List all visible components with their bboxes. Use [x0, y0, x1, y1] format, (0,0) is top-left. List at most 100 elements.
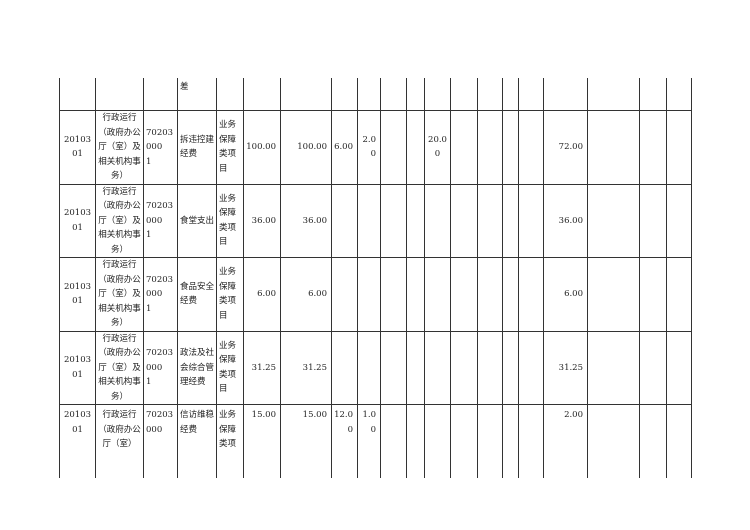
project-name-tail: 差 [177, 78, 217, 111]
total-amount: 31.25 [243, 330, 281, 405]
project-code: 70203000 1 [143, 183, 178, 258]
empty-cell [450, 110, 478, 185]
col-16-amount: 31.25 [543, 330, 588, 405]
project-name: 信访维稳经费 [177, 404, 217, 478]
func-name: 行政运行（政府办公厅（室）及相关机构事务） [95, 110, 144, 185]
col-7-amount [331, 257, 358, 332]
budget-table: 差 20103 01 行政运行（政府办公厅（室）及相关机构事务） 70203000 … [59, 78, 692, 478]
col-8-amount: 2.00 [357, 110, 381, 185]
empty-cell [450, 330, 478, 405]
empty-cell [666, 330, 692, 405]
empty-cell [639, 257, 667, 332]
col-7-amount [331, 183, 358, 258]
empty-cell [477, 404, 503, 478]
empty-cell [639, 183, 667, 258]
project-code: 70203000 1 [143, 257, 178, 332]
subtotal-amount: 36.00 [280, 183, 332, 258]
project-type: 业务保障类项目 [216, 183, 244, 258]
empty-cell [666, 404, 692, 478]
empty-cell [406, 183, 425, 258]
project-name: 食品安全经费 [177, 257, 217, 332]
col-11-amount [424, 257, 451, 332]
total-amount: 15.00 [243, 404, 281, 478]
project-name: 拆违控建经费 [177, 110, 217, 185]
project-type: 业务保障类项目 [216, 110, 244, 185]
col-8-amount [357, 330, 381, 405]
empty-cell [380, 330, 407, 405]
table-row-continued: 差 [59, 78, 692, 111]
empty-cell [518, 257, 544, 332]
empty-cell [639, 404, 667, 478]
subtotal-amount: 31.25 [280, 330, 332, 405]
empty-cell [477, 110, 503, 185]
project-type: 业务保障类项目 [216, 330, 244, 405]
empty-cell [450, 183, 478, 258]
project-type: 业务保障类项 [216, 404, 244, 478]
col-8-amount [357, 257, 381, 332]
total-amount: 100.00 [243, 110, 281, 185]
empty-cell [502, 183, 519, 258]
total-amount: 36.00 [243, 183, 281, 258]
empty-cell [518, 183, 544, 258]
col-11-amount [424, 404, 451, 478]
project-code: 70203000 1 [143, 330, 178, 405]
func-name: 行政运行（政府办公厅（室） [95, 404, 144, 478]
empty-cell [380, 183, 407, 258]
func-code: 20103 01 [59, 183, 96, 258]
col-16-amount: 6.00 [543, 257, 588, 332]
empty-cell [502, 110, 519, 185]
subtotal-amount: 15.00 [280, 404, 332, 478]
empty-cell [587, 330, 640, 405]
func-name: 行政运行（政府办公厅（室）及相关机构事务） [95, 183, 144, 258]
empty-cell [406, 257, 425, 332]
func-name: 行政运行（政府办公厅（室）及相关机构事务） [95, 257, 144, 332]
col-16-amount: 72.00 [543, 110, 588, 185]
project-name: 食堂支出 [177, 183, 217, 258]
empty-cell [518, 330, 544, 405]
empty-cell [380, 110, 407, 185]
empty-cell [587, 110, 640, 185]
empty-cell [587, 404, 640, 478]
empty-cell [666, 110, 692, 185]
col-8-amount: 1.00 [357, 404, 381, 478]
empty-cell [502, 257, 519, 332]
total-amount: 6.00 [243, 257, 281, 332]
func-code: 20103 01 [59, 110, 96, 185]
empty-cell [477, 257, 503, 332]
col-16-amount: 2.00 [543, 404, 588, 478]
project-name: 政法及社会综合管理经费 [177, 330, 217, 405]
empty-cell [477, 330, 503, 405]
empty-cell [406, 330, 425, 405]
col-7-amount [331, 330, 358, 405]
empty-cell [518, 110, 544, 185]
empty-cell [639, 330, 667, 405]
empty-cell [666, 183, 692, 258]
empty-cell [587, 257, 640, 332]
func-code: 20103 01 [59, 257, 96, 332]
empty-cell [450, 404, 478, 478]
table-row: 20103 01 行政运行（政府办公厅（室） 70203000 信访维稳经费 业务保障类… [59, 404, 692, 478]
empty-cell [380, 404, 407, 478]
subtotal-amount: 100.00 [280, 110, 332, 185]
col-7-amount: 6.00 [331, 110, 358, 185]
func-code: 20103 01 [59, 404, 96, 478]
col-11-amount [424, 183, 451, 258]
col-16-amount: 36.00 [543, 183, 588, 258]
func-name: 行政运行（政府办公厅（室）及相关机构事务） [95, 330, 144, 405]
empty-cell [380, 257, 407, 332]
empty-cell [450, 257, 478, 332]
col-11-amount [424, 330, 451, 405]
subtotal-amount: 6.00 [280, 257, 332, 332]
empty-cell [502, 404, 519, 478]
empty-cell [587, 183, 640, 258]
col-11-amount: 20.00 [424, 110, 451, 185]
empty-cell [406, 404, 425, 478]
col-8-amount [357, 183, 381, 258]
empty-cell [666, 257, 692, 332]
project-code: 70203000 1 [143, 110, 178, 185]
project-type: 业务保障类项目 [216, 257, 244, 332]
empty-cell [406, 110, 425, 185]
